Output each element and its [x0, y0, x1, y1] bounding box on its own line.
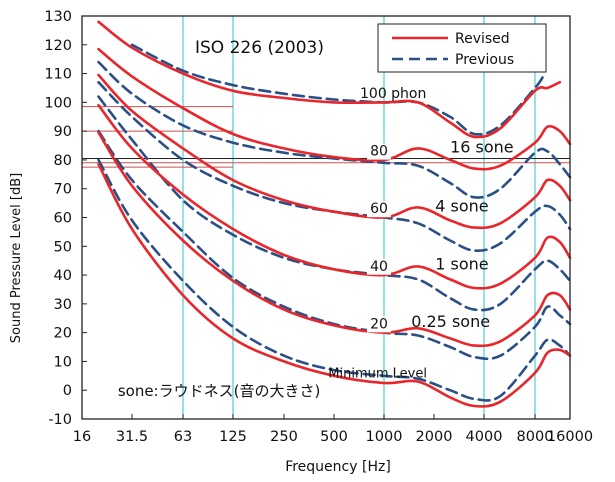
annotation-label: 1 sone [435, 254, 488, 273]
annotation-backdrop [367, 143, 391, 160]
revised-curve-40-phon [97, 103, 572, 290]
annotation-label: 4 sone [435, 197, 488, 216]
legend: Revised Previous [377, 23, 547, 73]
tick-layer: -10 0 10 20 30 40 50 60 70 80 90 100 110 120 130 16 31.5… [44, 9, 593, 445]
previous-curve-80-phon [97, 60, 572, 199]
y-tick-label: 130 [44, 9, 72, 25]
x-tick-label: 250 [270, 429, 298, 445]
y-tick-label: -10 [48, 412, 72, 428]
annotation-label: 40 [370, 259, 388, 275]
series-layer [97, 20, 572, 408]
x-tick-label: 16 [73, 429, 91, 445]
annotation-label: 20 [370, 316, 388, 332]
y-tick-label: 20 [54, 326, 72, 342]
annotation-label: 60 [370, 201, 388, 217]
y-tick-label: 50 [54, 239, 72, 255]
previous-curve-40-phon [97, 95, 572, 312]
y-axis-title: Sound Pressure Level [dB] [9, 173, 24, 343]
previous-curve-0-phon [97, 158, 572, 402]
y-tick-label: 90 [54, 124, 72, 140]
legend-label: Revised [455, 31, 510, 47]
x-axis-title: Frequency [Hz] [285, 459, 391, 475]
grid-layer [82, 16, 570, 419]
y-tick-label: 120 [44, 38, 72, 54]
y-tick-label: 10 [54, 354, 72, 370]
y-tick-label: 40 [54, 268, 72, 284]
x-tick-label: 63 [174, 429, 192, 445]
annotation-backdrop [367, 201, 391, 218]
annotation-label: 16 sone [450, 138, 514, 157]
x-tick-label: 31.5 [116, 429, 148, 445]
revised-curve-80-phon [97, 47, 572, 171]
x-tick-label: 2000 [416, 429, 453, 445]
annotation-backdrop [367, 316, 391, 333]
y-tick-label: 70 [54, 182, 72, 198]
y-tick-label: 100 [44, 95, 72, 111]
previous-curve-60-phon [97, 80, 572, 253]
x-tick-label: 500 [320, 429, 348, 445]
revised-curve-0-phon [97, 162, 572, 408]
y-tick-label: 30 [54, 297, 72, 313]
revised-curve-60-phon [97, 73, 572, 230]
x-tick-label: 8000 [517, 429, 554, 445]
x-tick-label: 1000 [366, 429, 403, 445]
y-tick-label: 60 [54, 211, 72, 227]
x-tick-label: 4000 [466, 429, 503, 445]
x-tick-label: 16000 [547, 429, 593, 445]
previous-curve-20-phon [97, 129, 572, 361]
revised-curve-20-phon [97, 131, 572, 348]
x-tick-label: 125 [219, 429, 247, 445]
legend-label: Previous [455, 52, 514, 68]
legend-box [377, 23, 547, 73]
y-tick-label: 80 [54, 153, 72, 169]
revised-curve-100-phon [97, 20, 562, 139]
annotation-label: sone:ラウドネス(音の大きさ) [118, 382, 321, 400]
annotation-backdrop [367, 258, 391, 275]
annotation-label: 100 phon [360, 86, 426, 102]
chart-title: ISO 226 (2003) [195, 38, 324, 58]
y-tick-label: 110 [44, 67, 72, 83]
annotation-label: Minimum Level [328, 366, 427, 381]
annotation-label: 80 [370, 144, 388, 160]
y-tick-label: 0 [63, 383, 72, 399]
annotation-layer: 100 phon 80 60 40 20 Minimum Level 16 sone 4 so… [118, 86, 514, 400]
annotation-label: 0.25 sone [411, 312, 490, 331]
